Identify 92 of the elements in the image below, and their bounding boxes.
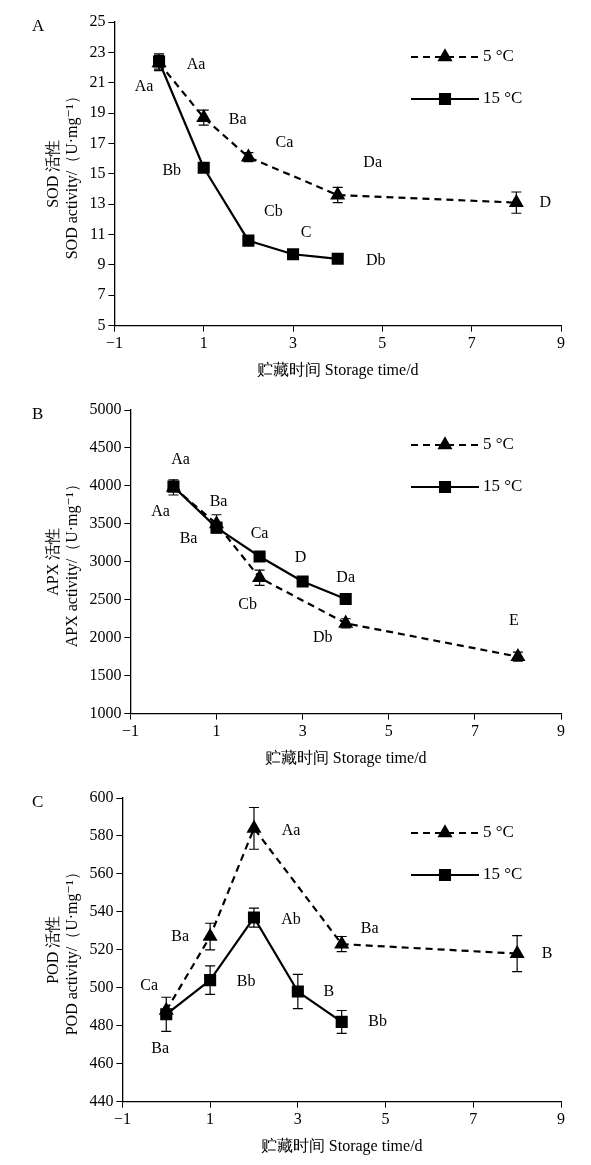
- x-tick-label: 5: [381, 1110, 390, 1128]
- annotation: D: [294, 547, 307, 565]
- y-tick-label: 5000: [89, 400, 122, 418]
- annotation: Db: [365, 251, 386, 269]
- x-tick-label: 3: [298, 722, 307, 740]
- annotation: Ab: [281, 909, 301, 927]
- annotation: Da: [363, 153, 383, 171]
- x-axis-title: 贮藏时间 Storage time/d: [264, 748, 427, 767]
- annotation: Ca: [275, 133, 294, 151]
- annotation: B: [323, 981, 335, 999]
- x-tick-label: −1: [113, 1110, 131, 1128]
- annotation: Aa: [186, 54, 206, 72]
- annotation: Aa: [151, 501, 170, 519]
- annotation: Bb: [162, 160, 182, 178]
- y-axis-title: SOD 活性 SOD activity/（U·mg⁻¹）: [43, 88, 81, 260]
- annotation: Cb: [264, 201, 283, 219]
- x-tick-label: 9: [557, 1110, 565, 1128]
- y-tick-label: 11: [89, 224, 106, 242]
- y-tick-label: 1000: [89, 703, 122, 721]
- x-tick-label: 7: [470, 722, 479, 740]
- y-tick-label: 560: [89, 864, 114, 882]
- x-axis-title: 贮藏时间 Storage time/d: [260, 1136, 423, 1155]
- y-tick-label: 4000: [89, 476, 122, 494]
- y-tick-label: 480: [89, 1015, 114, 1033]
- y-tick-label: 600: [89, 788, 114, 806]
- chart-title: C: [32, 791, 44, 811]
- x-tick-label: 9: [557, 334, 565, 352]
- x-tick-label: 1: [212, 722, 221, 740]
- annotation: Ca: [250, 523, 269, 541]
- annotation: B: [541, 943, 553, 961]
- x-tick-label: −1: [105, 334, 123, 352]
- annotation: Aa: [281, 820, 301, 838]
- legend-label: 15 °C: [483, 864, 523, 884]
- y-tick-label: 21: [89, 72, 106, 90]
- annotation: Ba: [171, 926, 190, 944]
- annotation: Ba: [209, 492, 228, 510]
- x-tick-label: 3: [289, 334, 298, 352]
- annotation: Ba: [360, 919, 379, 937]
- y-tick-label: 13: [89, 194, 106, 212]
- annotation: C: [300, 223, 312, 241]
- annotation: E: [509, 610, 519, 628]
- y-tick-label: 580: [89, 826, 114, 844]
- annotation: Aa: [171, 449, 190, 467]
- annotation: Bb: [236, 972, 256, 990]
- y-tick-label: 500: [89, 977, 114, 995]
- y-tick-label: 5: [97, 315, 106, 333]
- y-tick-label: 17: [89, 133, 106, 151]
- annotation: Da: [336, 568, 356, 586]
- annotation: Db: [312, 628, 333, 646]
- x-tick-label: 5: [384, 722, 393, 740]
- annotation: Ba: [228, 109, 247, 127]
- annotation: Ba: [179, 528, 198, 546]
- x-tick-label: 9: [557, 722, 565, 740]
- y-axis-title: POD 活性 POD activity/（U·mg⁻¹）: [43, 864, 81, 1036]
- annotation: Aa: [134, 77, 154, 95]
- y-tick-label: 2000: [89, 627, 122, 645]
- legend-label: 15 °C: [483, 476, 523, 496]
- chart-title: A: [32, 15, 45, 35]
- x-tick-label: 1: [206, 1110, 215, 1128]
- legend-label: 5 °C: [483, 434, 514, 454]
- y-tick-label: 15: [89, 164, 106, 181]
- y-tick-label: 540: [89, 902, 114, 920]
- x-tick-label: −1: [121, 722, 139, 740]
- y-tick-label: 23: [89, 42, 106, 60]
- x-axis-title: 贮藏时间 Storage time/d: [256, 360, 419, 379]
- annotation: D: [539, 192, 552, 210]
- y-tick-label: 2500: [89, 589, 122, 607]
- legend-label: 15 °C: [483, 88, 523, 108]
- y-tick-label: 9: [97, 255, 106, 273]
- x-tick-label: 1: [199, 334, 208, 352]
- x-tick-label: 7: [467, 334, 476, 352]
- y-tick-label: 19: [89, 103, 106, 121]
- y-tick-label: 460: [89, 1053, 114, 1071]
- x-tick-label: 3: [293, 1110, 302, 1128]
- y-tick-label: 1500: [89, 665, 122, 683]
- y-tick-label: 4500: [89, 438, 122, 456]
- annotation: Ca: [140, 975, 159, 993]
- x-tick-label: 7: [469, 1110, 478, 1128]
- legend-label: 5 °C: [483, 822, 514, 842]
- y-axis-title: APX 活性 APX activity/（U·mg⁻¹）: [43, 476, 81, 648]
- x-tick-label: 5: [378, 334, 387, 352]
- y-tick-label: 520: [89, 940, 114, 957]
- y-tick-label: 25: [89, 12, 106, 30]
- y-tick-label: 3500: [89, 514, 122, 532]
- chart-title: B: [32, 403, 44, 423]
- y-tick-label: 7: [97, 285, 106, 303]
- y-tick-label: 3000: [89, 552, 122, 569]
- annotation: Ba: [151, 1038, 170, 1056]
- annotation: Bb: [368, 1012, 388, 1030]
- y-tick-label: 440: [89, 1091, 114, 1109]
- annotation: Cb: [238, 594, 257, 612]
- legend-label: 5 °C: [483, 46, 514, 66]
